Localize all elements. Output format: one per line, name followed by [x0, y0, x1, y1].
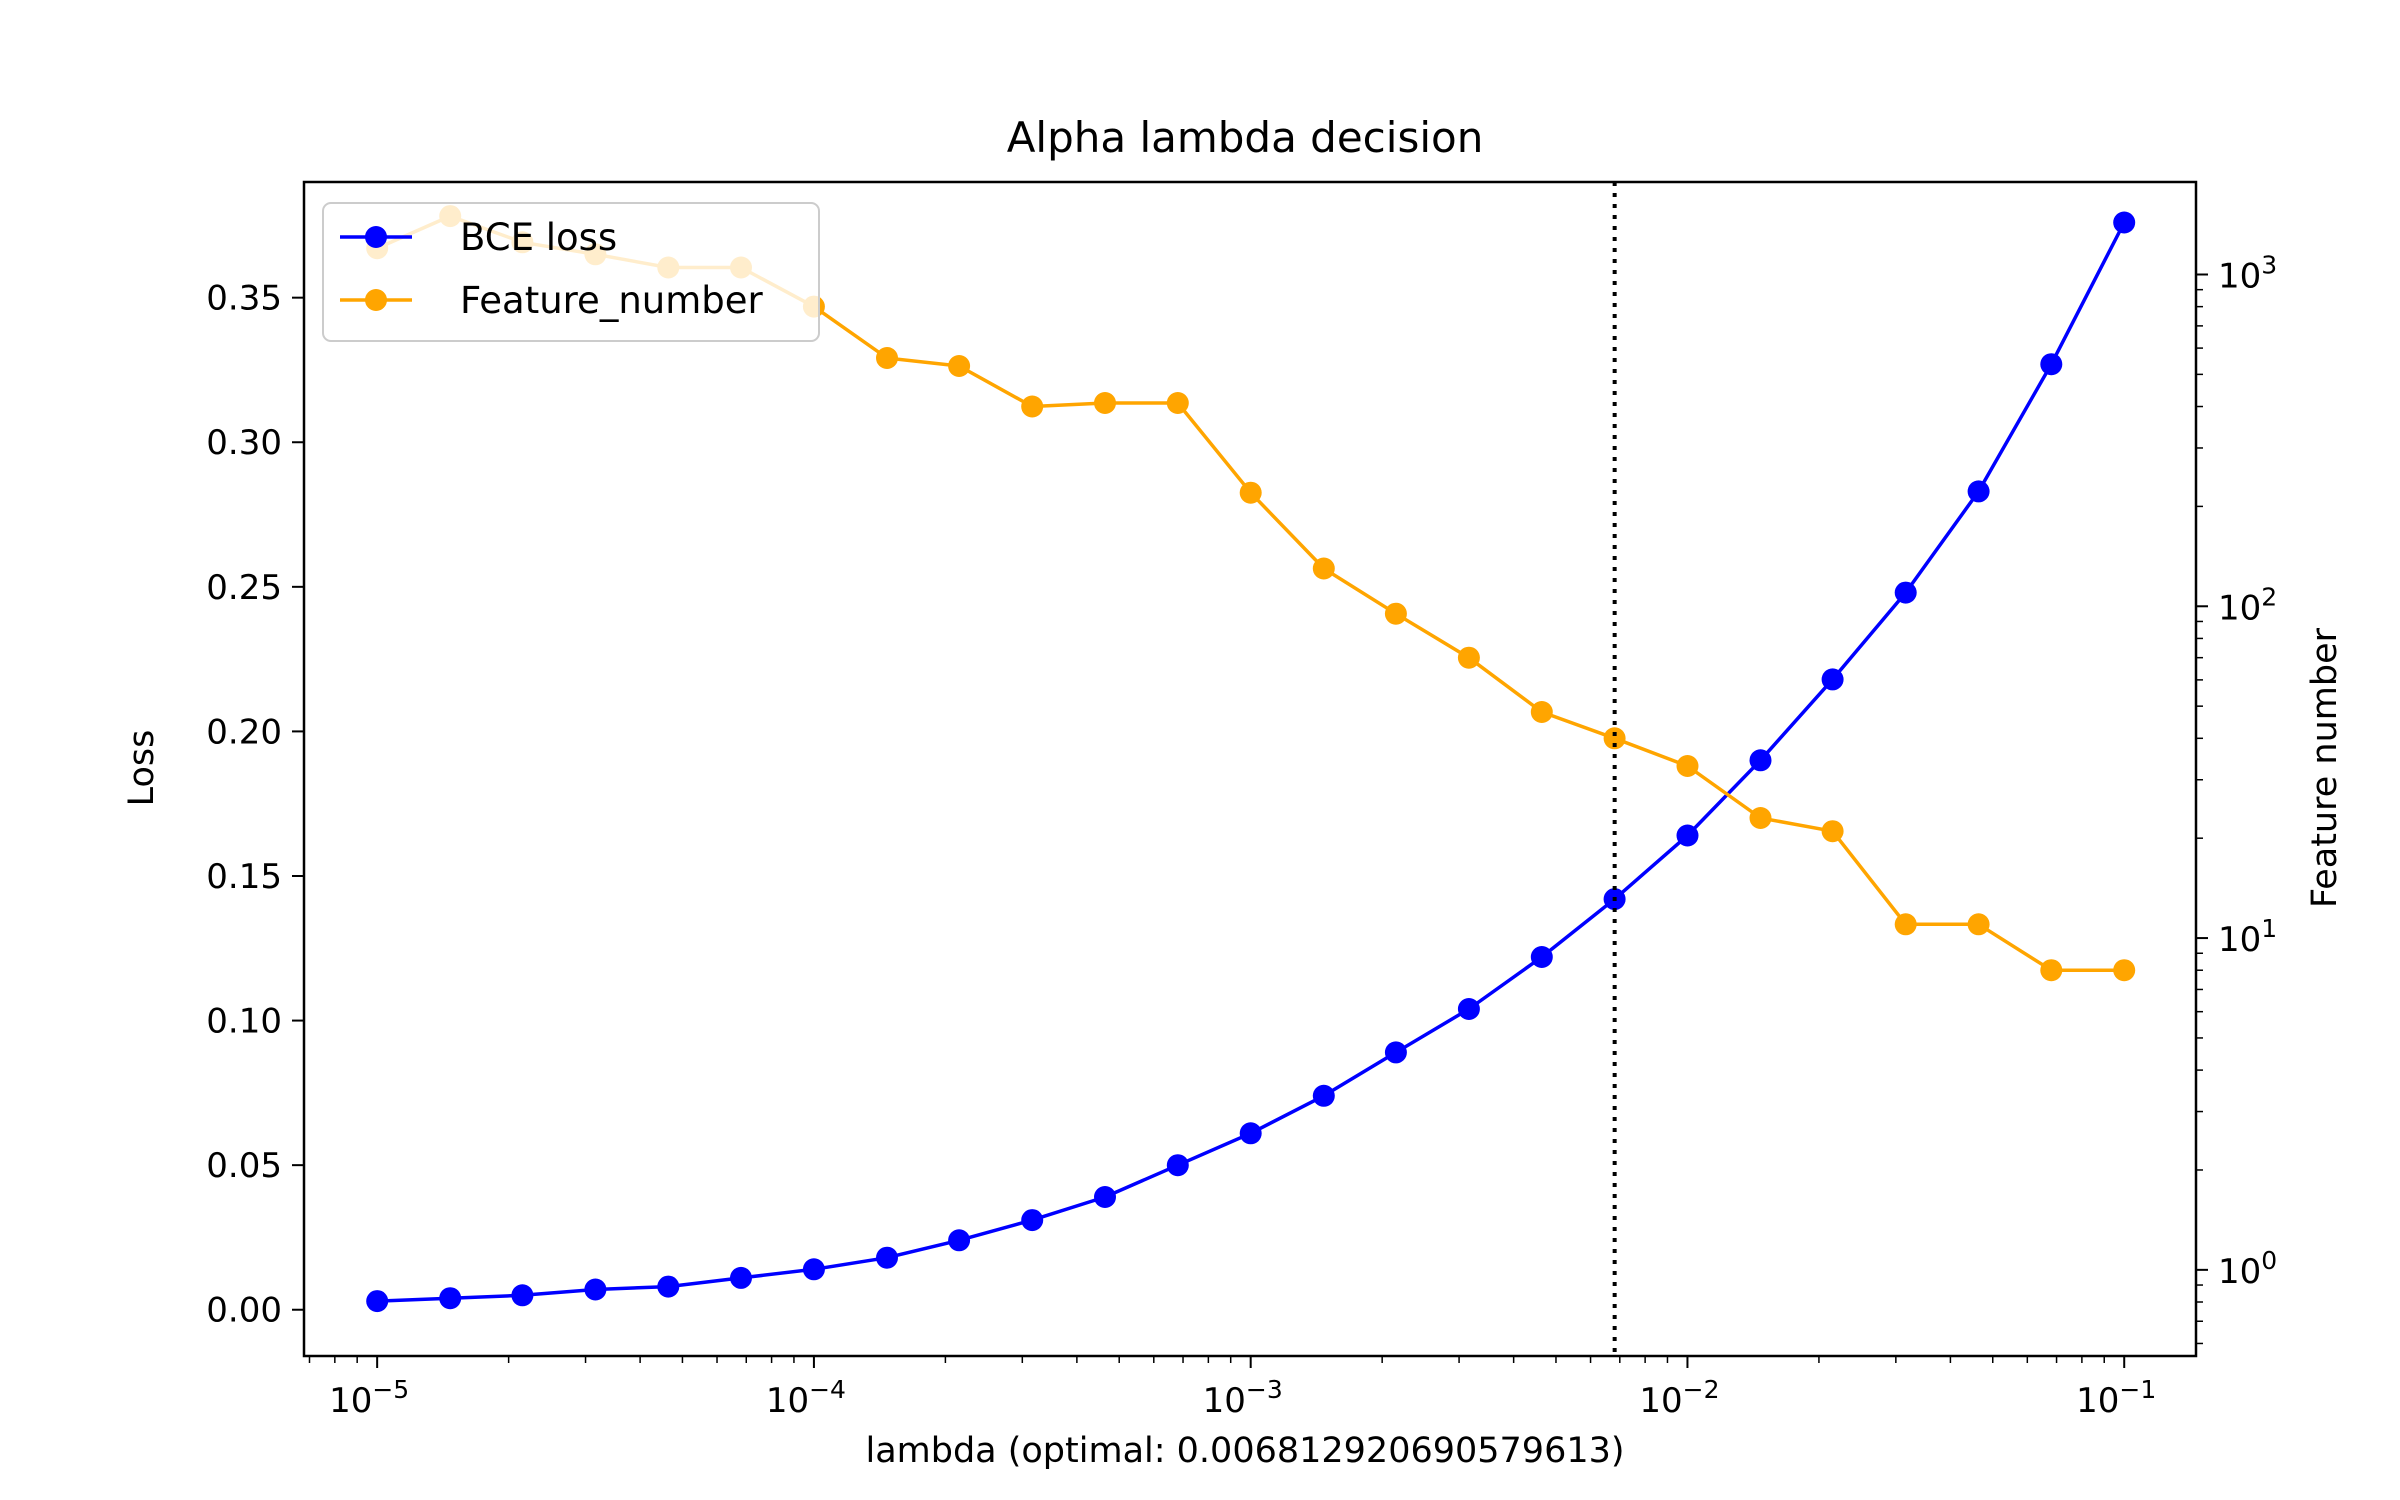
y-right-tick-label: 101: [2218, 914, 2277, 960]
y-left-tick-label: 0.20: [206, 712, 282, 752]
x-axis-label: lambda (optimal: 0.006812920690579613): [865, 1431, 1624, 1471]
y-right-tick-label: 102: [2218, 582, 2277, 628]
data-point: [1967, 913, 1990, 936]
data-point: [1021, 1209, 1044, 1232]
data-point: [730, 1266, 752, 1289]
data-point: [1676, 755, 1699, 777]
data-point: [1749, 807, 1772, 829]
x-tick-label: 10−2: [1639, 1375, 1719, 1421]
data-point: [2040, 959, 2063, 982]
data-point: [948, 355, 971, 377]
data-point: [1166, 1154, 1189, 1177]
data-point: [1894, 913, 1917, 936]
data-point: [1457, 646, 1480, 669]
data-point: [1166, 392, 1189, 414]
data-point: [1967, 480, 1990, 503]
chart-title: Alpha lambda decision: [1007, 113, 1484, 162]
legend-entry-feature-number: Feature_number: [340, 279, 764, 322]
y-left-tick-label: 0.10: [206, 1002, 282, 1042]
data-point: [1021, 395, 1044, 418]
x-tick-label: 10−3: [1203, 1375, 1283, 1421]
data-point: [511, 1284, 534, 1307]
y-right-axis-label: Feature number: [2305, 627, 2345, 908]
data-point: [1312, 1084, 1335, 1107]
data-point: [1384, 1041, 1407, 1064]
legend-label-feature-number: Feature_number: [460, 279, 764, 322]
data-point: [876, 1246, 898, 1269]
y-right-tick-label: 103: [2218, 250, 2277, 296]
data-point: [1239, 481, 1262, 504]
legend-marker: [365, 289, 387, 311]
data-point: [1457, 998, 1480, 1020]
legend-frame: [322, 202, 820, 342]
data-point: [802, 1258, 825, 1281]
data-point: [1384, 602, 1407, 625]
data-point: [1312, 557, 1335, 580]
data-point: [1530, 701, 1553, 723]
data-point: [1094, 1186, 1116, 1208]
data-point: [1894, 581, 1917, 604]
data-point: [1821, 820, 1844, 843]
y-right-tick-label: 100: [2218, 1246, 2277, 1292]
legend-label-bce-loss: BCE loss: [460, 216, 617, 259]
y-left-tick-label: 0.15: [206, 857, 282, 897]
y-left-tick-label: 0.25: [206, 568, 282, 608]
data-point: [366, 1290, 389, 1313]
data-point: [1094, 392, 1116, 414]
data-point: [2113, 211, 2136, 234]
data-point: [439, 1287, 462, 1310]
y-left-tick-label: 0.30: [206, 423, 282, 463]
legend: BCE loss Feature_number: [322, 202, 820, 342]
data-point: [1239, 1122, 1262, 1145]
data-point: [584, 1278, 607, 1301]
data-point: [1603, 727, 1626, 750]
data-point: [2113, 959, 2136, 982]
legend-marker: [365, 226, 387, 248]
x-tick-label: 10−5: [329, 1375, 409, 1421]
data-point: [1530, 946, 1553, 968]
x-tick-label: 10−1: [2076, 1375, 2156, 1421]
legend-entry-bce-loss: BCE loss: [340, 216, 617, 259]
axes: 10−5 10−4 10−3 10−2 10−1 0.00 0.05 0.10 0.15 0.20…: [206, 180, 2277, 1421]
data-point: [1749, 749, 1772, 772]
y-left-axis-label: Loss: [122, 730, 162, 807]
data-point: [657, 1275, 680, 1298]
y-left-tick-label: 0.35: [206, 279, 282, 319]
data-point: [948, 1229, 971, 1252]
data-point: [876, 347, 898, 369]
y-left-tick-label: 0.00: [206, 1291, 282, 1331]
data-point: [2040, 353, 2063, 376]
data-point: [1821, 668, 1844, 691]
y-left-tick-label: 0.05: [206, 1146, 282, 1186]
x-tick-label: 10−4: [766, 1375, 846, 1421]
data-point: [1676, 824, 1699, 847]
